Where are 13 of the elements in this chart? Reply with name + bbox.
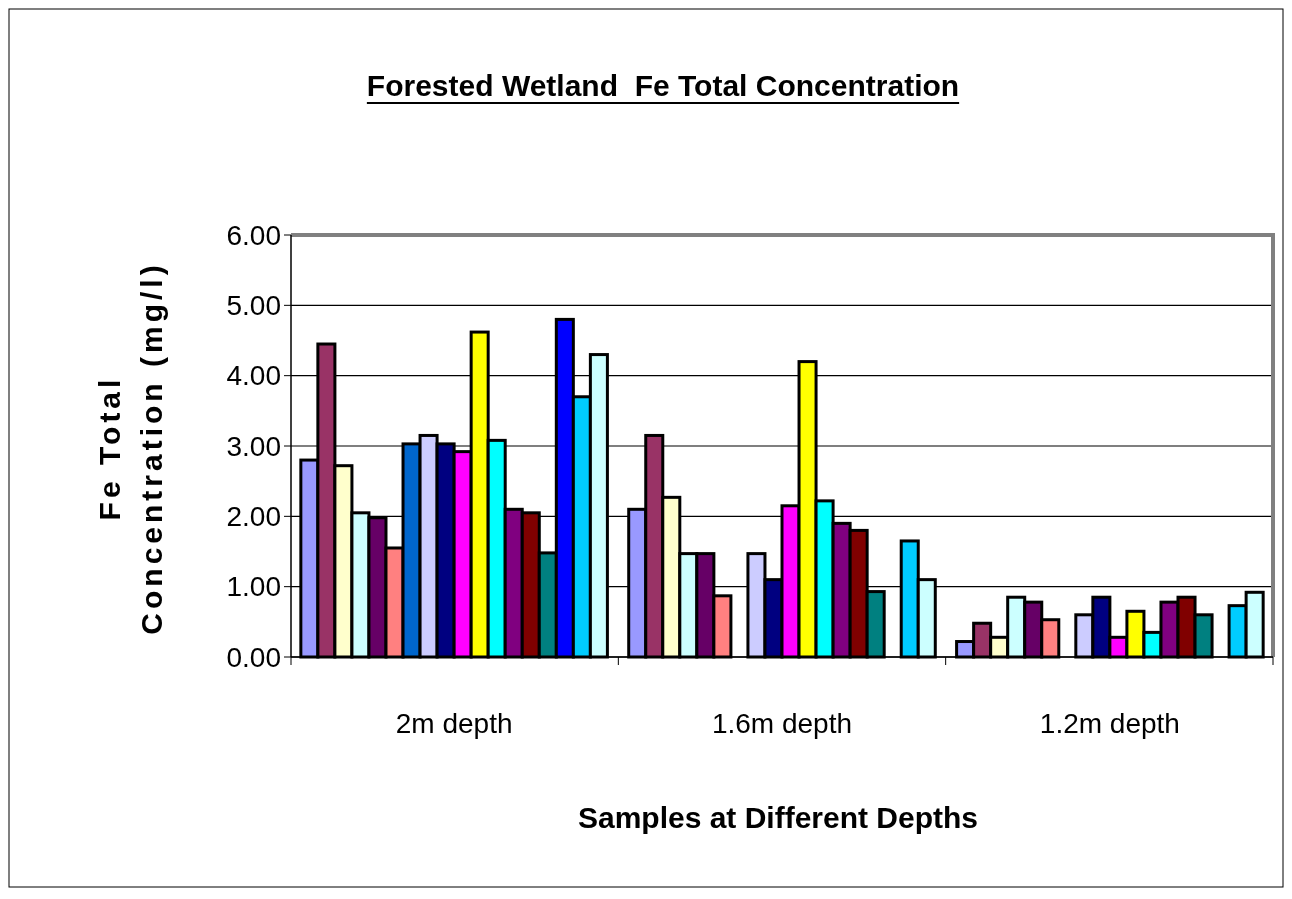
y-axis-title: Fe Total Concentration (mg/l) (92, 261, 168, 635)
x-tick-label: 1.2m depth (1039, 708, 1180, 739)
x-tick-label: 1.6m depth (711, 708, 853, 739)
y-tick-label: 1.00 (226, 571, 281, 603)
x-tick-label: 2m depth (395, 708, 513, 739)
x-axis-title: Samples at Different Depths (577, 801, 979, 834)
y-tick-label: 6.00 (226, 219, 281, 251)
y-tick-label: 2.00 (226, 501, 281, 533)
chart-title: Forested Wetland Fe Total Concentration (366, 69, 960, 102)
y-tick-label: 4.00 (226, 360, 281, 392)
y-tick-label: 5.00 (226, 290, 281, 322)
y-tick-label: 3.00 (226, 430, 281, 462)
y-tick-label: 0.00 (226, 641, 281, 673)
